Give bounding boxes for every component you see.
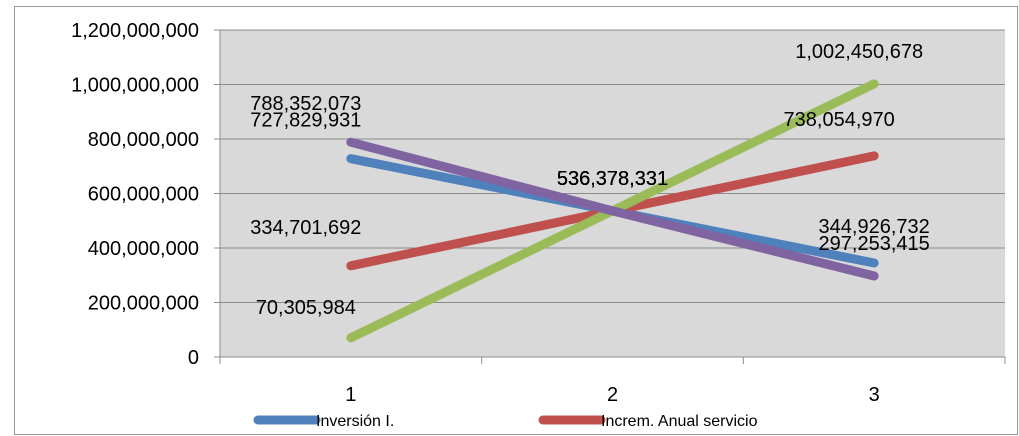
y-tick-label: 200,000,000: [88, 293, 199, 315]
x-tick-label: 3: [869, 384, 880, 406]
legend-label: Inversión I.: [316, 413, 394, 430]
y-tick-label: 1,200,000,000: [71, 20, 199, 42]
data-label: 536,378,331: [557, 168, 668, 190]
data-label: 334,701,692: [250, 217, 361, 239]
x-axis-tick-labels: 1 2 3: [345, 384, 879, 406]
legend-label: Increm. Anual servicio: [601, 413, 758, 430]
series-line-4: [346, 137, 879, 281]
data-label: 727,829,931: [250, 110, 361, 132]
legend: Inversión I. Increm. Anual servicio: [253, 413, 758, 430]
x-tick-label: 2: [607, 384, 618, 406]
data-label: 738,054,970: [784, 109, 895, 131]
y-tick-label: 600,000,000: [88, 184, 199, 206]
data-label: 70,305,984: [256, 297, 356, 319]
y-tick-label: 800,000,000: [88, 129, 199, 151]
data-label: 536,378,331: [557, 168, 668, 190]
y-tick-label: 1,000,000,000: [71, 75, 199, 97]
data-label: 536,378,331: [557, 168, 668, 190]
y-axis-tick-labels: 0 200,000,000 400,000,000 600,000,000 800,00…: [71, 20, 199, 369]
axes: [214, 29, 1006, 364]
gridlines: [220, 29, 1005, 303]
data-label: 788,352,073: [250, 93, 361, 115]
data-label: 297,253,415: [819, 233, 930, 255]
data-label: 536,378,331: [557, 168, 668, 190]
data-labels: 727,829,931 536,378,331 344,926,732 334,701…: [250, 41, 930, 319]
series-lines: [346, 79, 879, 343]
data-label: 344,926,732: [819, 216, 930, 238]
y-tick-label: 0: [188, 347, 199, 369]
y-tick-label: 400,000,000: [88, 238, 199, 260]
x-tick-label: 1: [345, 384, 356, 406]
data-label: 1,002,450,678: [795, 41, 923, 63]
